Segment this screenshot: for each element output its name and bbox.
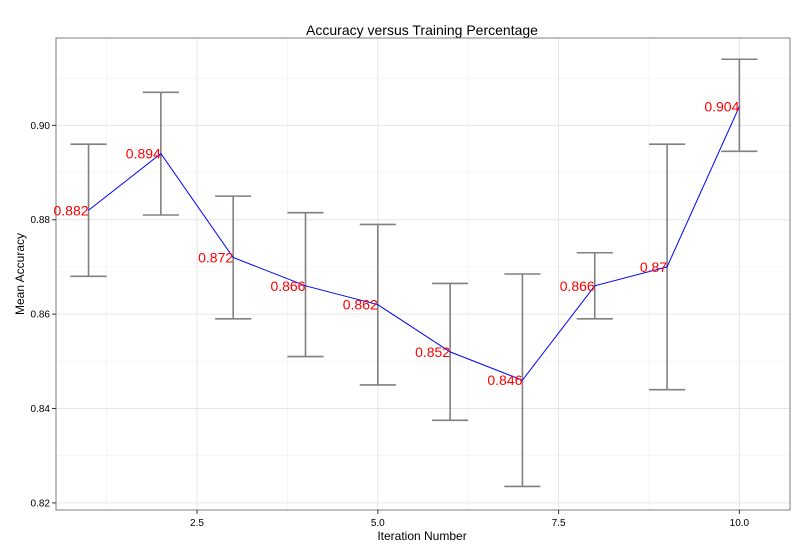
y-axis-label: Mean Accuracy [13, 233, 27, 315]
data-label: 0.882 [53, 202, 88, 218]
y-axis-ticks: 0.82 0.84 0.86 0.88 0.90 [31, 121, 56, 509]
x-tick-label: 2.5 [190, 518, 204, 529]
x-axis-ticks: 2.5 5.0 7.5 10.0 [190, 510, 750, 529]
error-bar [721, 58, 758, 153]
chart-title: Accuracy versus Training Percentage [306, 22, 538, 38]
data-labels: 0.882 0.894 0.872 0.866 0.862 0.852 0.846 0.866… [53, 98, 739, 388]
data-label: 0.862 [343, 297, 378, 313]
x-axis-label: Iteration Number [377, 529, 466, 543]
series-line [88, 106, 740, 381]
data-label: 0.866 [270, 278, 305, 294]
data-label: 0.846 [487, 372, 522, 388]
y-tick-label: 0.90 [31, 121, 51, 132]
data-label: 0.866 [560, 278, 595, 294]
y-tick-label: 0.84 [31, 404, 51, 415]
plot-panel [55, 37, 791, 511]
x-tick-label: 10.0 [730, 518, 750, 529]
data-label: 0.872 [198, 249, 233, 265]
y-tick-label: 0.86 [31, 310, 51, 321]
series-line-group [88, 106, 740, 381]
x-tick-label: 5.0 [371, 518, 385, 529]
data-label: 0.894 [126, 146, 161, 162]
grid-lines [56, 38, 790, 510]
data-label: 0.87 [640, 259, 667, 275]
y-tick-label: 0.82 [31, 498, 51, 509]
error-bar [287, 211, 324, 358]
data-label: 0.904 [704, 98, 739, 114]
data-label: 0.852 [415, 344, 450, 360]
y-tick-label: 0.88 [31, 215, 51, 226]
x-tick-label: 7.5 [552, 518, 566, 529]
